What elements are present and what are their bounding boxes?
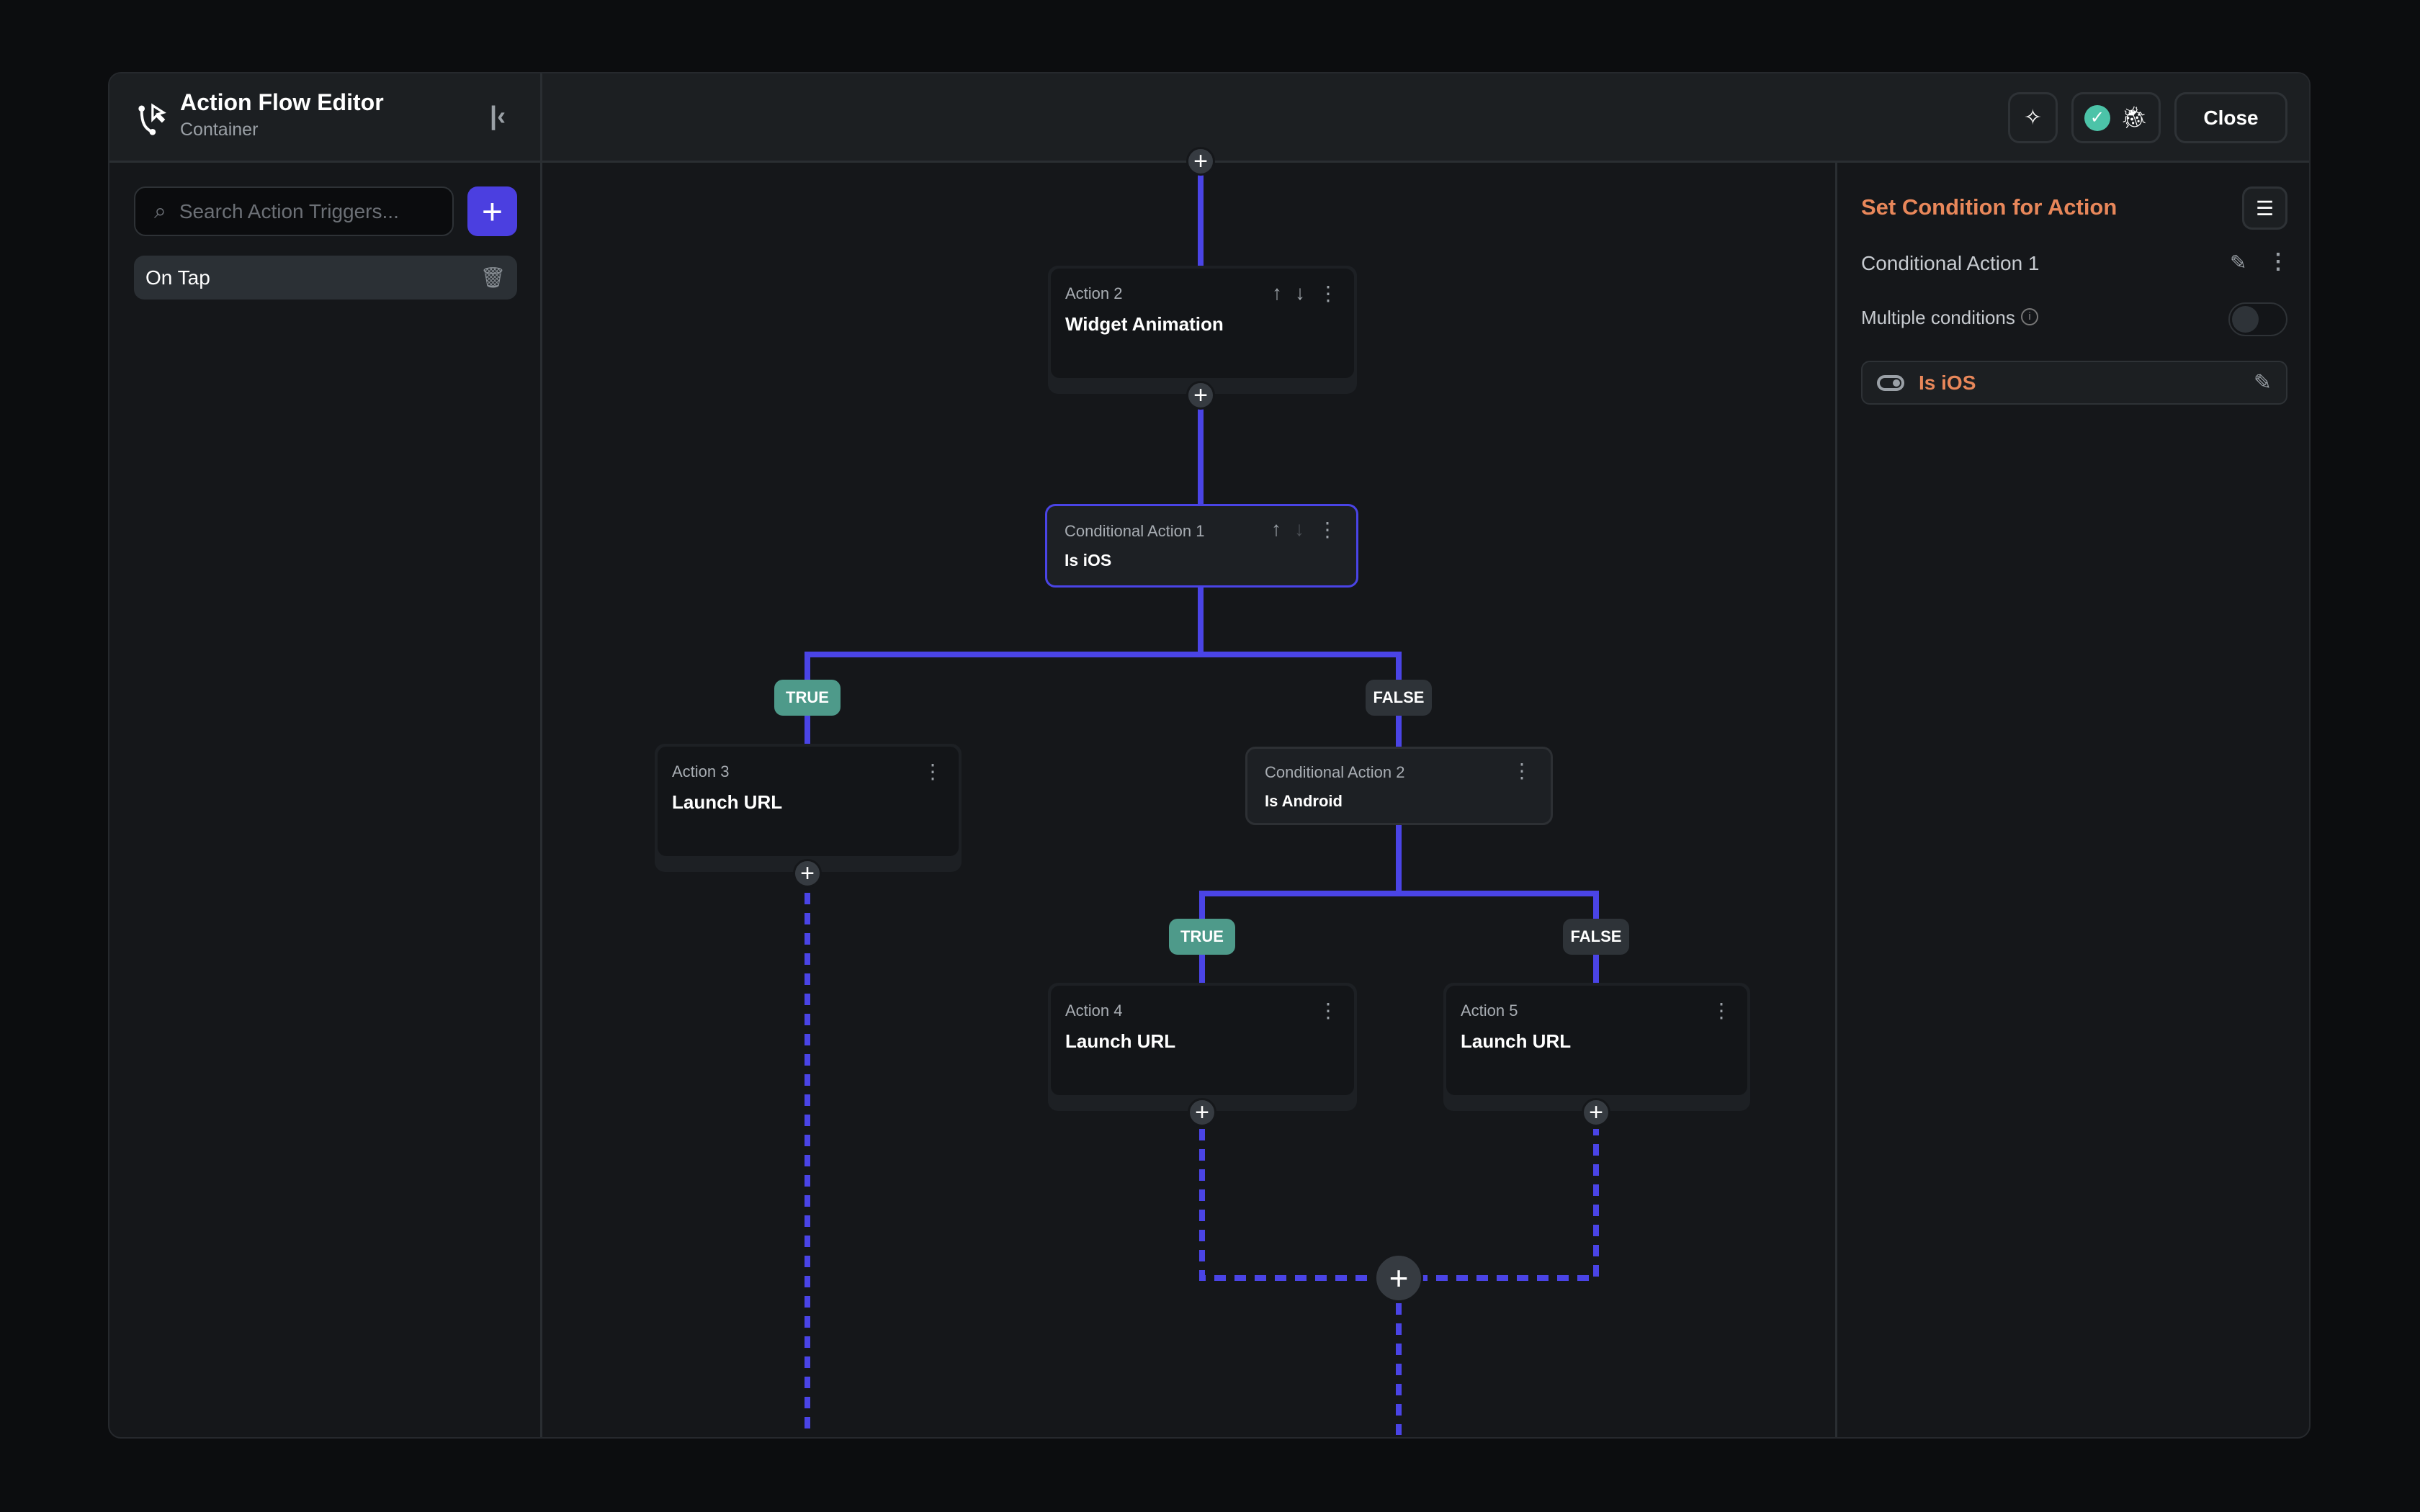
node-title: Widget Animation [1065,313,1224,335]
divider [540,73,542,1437]
modal-subtitle: Container [180,120,259,140]
action-node-2[interactable]: Action 2 Widget Animation ↑ ↓ ⋮ [1048,266,1357,394]
connector [1199,891,1599,983]
multiple-conditions-label: Multiple conditions [1861,307,2015,328]
modal-header [109,73,2309,163]
node-label: Action 5 [1461,1002,1518,1020]
more-icon[interactable]: ⋮ [923,760,943,783]
conditional-node-2[interactable]: Conditional Action 2 Is Android ⋮ [1245,747,1553,825]
add-action-button[interactable]: + [1582,1098,1610,1127]
condition-label: Is iOS [1919,371,1976,394]
add-action-button[interactable]: + [793,859,822,888]
node-title: Launch URL [672,791,783,813]
action-node-3[interactable]: Action 3 Launch URL ⋮ [655,744,962,872]
move-up-icon[interactable]: ↑ [1271,518,1281,540]
trash-icon[interactable]: 🗑 [480,266,506,289]
node-label: Action 3 [672,762,730,780]
conditional-node-1[interactable]: Conditional Action 1 Is iOS ↑ ↓ ⋮ [1045,504,1358,588]
modal-title: Action Flow Editor [180,89,384,115]
more-icon[interactable]: ⋮ [1318,999,1338,1022]
trigger-label: On Tap [145,266,210,289]
node-title: Is iOS [1065,551,1112,570]
ai-cursor-icon: ✧ [2023,106,2043,130]
node-title: Launch URL [1461,1030,1572,1052]
close-button[interactable]: Close [2174,92,2287,143]
close-label: Close [2203,106,2259,129]
move-up-icon[interactable]: ↑ [1272,282,1282,304]
node-label: Conditional Action 2 [1265,763,1405,781]
search-triggers-input[interactable]: ⌕ Search Action Triggers... [134,186,454,236]
action-node-5[interactable]: Action 5 Launch URL ⋮ [1443,983,1750,1111]
more-icon[interactable]: ⋮ [1317,518,1337,541]
node-label: Action 2 [1065,284,1123,302]
true-branch-badge: TRUE [1169,919,1235,955]
right-panel-title: Set Condition for Action [1861,194,2118,220]
move-down-icon: ↓ [1294,518,1304,540]
divider [1835,163,1837,1437]
search-icon: ⌕ [154,199,166,223]
edit-condition-icon[interactable]: ✎ [2253,371,2272,395]
check-icon: ✓ [2084,104,2110,131]
connector [805,652,1402,747]
node-label: Action 4 [1065,1002,1123,1020]
more-options-icon[interactable]: ⋮ [2267,250,2289,274]
multiple-conditions-toggle[interactable] [2228,302,2287,336]
action-node-4[interactable]: Action 4 Launch URL ⋮ [1048,983,1357,1111]
search-placeholder: Search Action Triggers... [179,199,399,222]
node-label: Conditional Action 1 [1065,522,1205,540]
edit-icon[interactable]: ✎ [2230,251,2247,274]
more-icon[interactable]: ⋮ [1512,760,1532,782]
move-down-icon[interactable]: ↓ [1295,282,1305,304]
ai-assist-button[interactable]: ✧ [2008,92,2058,143]
add-merged-action-button[interactable]: + [1374,1254,1423,1302]
trigger-item-on-tap[interactable]: On Tap 🗑 [134,256,517,300]
false-branch-badge: FALSE [1366,680,1432,716]
true-branch-badge: TRUE [774,680,841,716]
action-name: Conditional Action 1 [1861,252,2040,274]
toggle-icon [1877,374,1904,391]
node-title: Launch URL [1065,1030,1176,1052]
add-trigger-button[interactable]: + [467,186,517,236]
add-action-button[interactable]: + [1186,381,1215,410]
add-action-button[interactable]: + [1186,147,1215,176]
more-icon[interactable]: ⋮ [1711,999,1731,1022]
action-flow-icon [138,103,166,135]
note-add-icon: ☰ [2255,197,2275,220]
node-title: Is Android [1265,792,1343,810]
collapse-sidebar-icon[interactable]: |‹ [490,101,506,130]
condition-row[interactable]: Is iOS ✎ [1861,361,2287,405]
info-icon[interactable]: i [2021,308,2038,325]
false-branch-badge: FALSE [1563,919,1629,955]
debug-button[interactable]: ✓ 🐞︎ [2071,92,2161,143]
bug-icon: 🐞︎ [2120,106,2148,130]
add-action-button[interactable]: + [1188,1098,1216,1127]
add-condition-note-button[interactable]: ☰ [2242,186,2287,230]
more-icon[interactable]: ⋮ [1318,282,1338,305]
